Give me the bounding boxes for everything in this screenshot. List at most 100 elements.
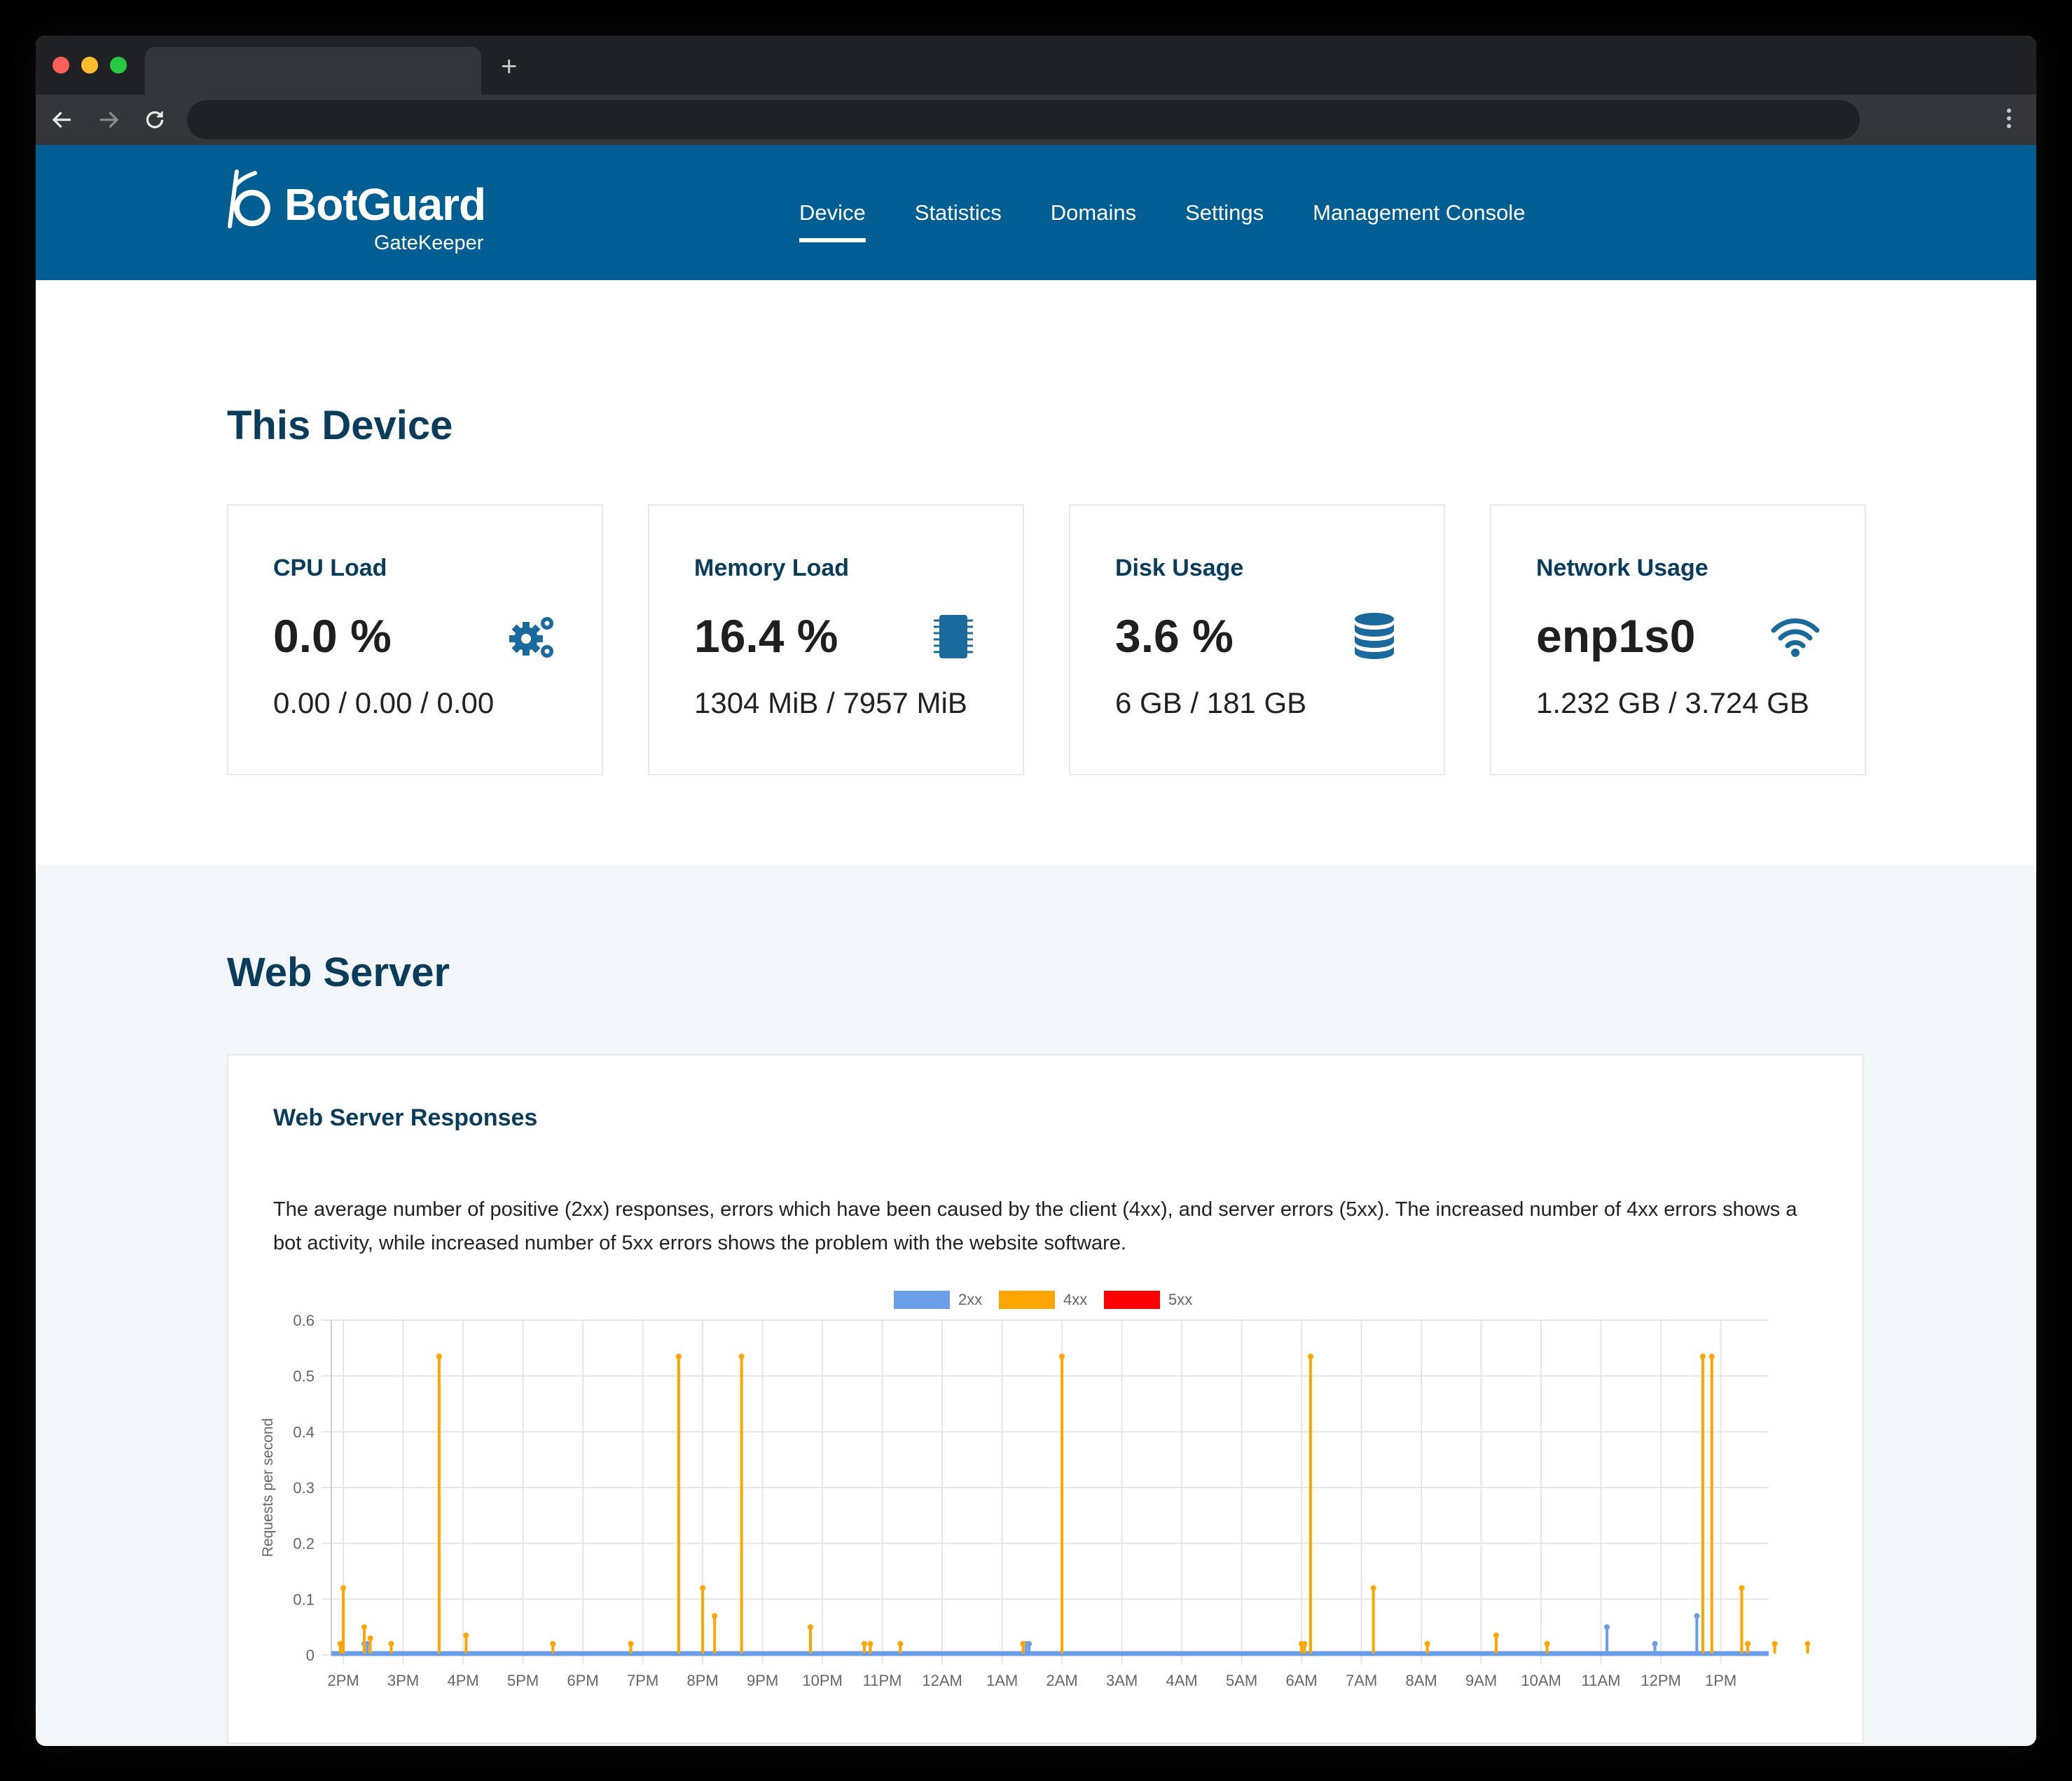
responses-chart: 0 0.1 0.2 0.3 0.4 0.5 0.6 2PM 3PM 4PM 5PM 6PM 7PM 8PM… xyxy=(260,1291,1811,1689)
series-4xx-point xyxy=(1370,1585,1376,1591)
y-tick-label: 0 xyxy=(306,1647,315,1664)
kebab-menu-icon[interactable] xyxy=(2007,109,2012,131)
forward-arrow-icon[interactable] xyxy=(96,107,121,132)
series-4xx-point xyxy=(367,1635,373,1642)
card-title: Memory Load xyxy=(694,555,850,581)
nav-management-console[interactable]: Management Console xyxy=(1313,200,1526,225)
chart-description: The average number of positive (2xx) res… xyxy=(273,1198,1797,1254)
browser-toolbar xyxy=(36,95,2036,145)
x-tick-label: 7AM xyxy=(1346,1672,1377,1689)
nav-domains[interactable]: Domains xyxy=(1050,200,1137,225)
card-title: Network Usage xyxy=(1536,555,1708,581)
chart-card-title: Web Server Responses xyxy=(273,1104,538,1131)
series-4xx-point xyxy=(361,1624,368,1630)
device-heading: This Device xyxy=(227,403,453,448)
browser-window: + BotGuard GateKeeper Device Statistics xyxy=(36,36,2036,1746)
y-tick-label: 0.6 xyxy=(293,1312,315,1329)
browser-titlebar: + xyxy=(36,36,2036,95)
card-subtext: 6 GB / 181 GB xyxy=(1115,686,1307,719)
close-window-button[interactable] xyxy=(53,57,69,74)
series-4xx-point xyxy=(388,1641,394,1647)
web-server-responses-card: Web Server Responses The average number … xyxy=(227,1054,1864,1744)
network-usage-card: Network Usage enp1s0 1.232 GB / 3.724 GB xyxy=(1490,504,1866,775)
x-tick-label: 4AM xyxy=(1166,1672,1197,1689)
card-subtext: 1304 MiB / 7957 MiB xyxy=(694,686,967,719)
y-tick-label: 0.3 xyxy=(293,1479,315,1497)
brand-product: GateKeeper xyxy=(374,232,484,254)
x-tick-label: 12PM xyxy=(1641,1672,1680,1689)
x-tick-label: 9PM xyxy=(747,1672,778,1689)
x-tick-label: 9AM xyxy=(1465,1672,1497,1689)
botguard-logo[interactable]: BotGuard GateKeeper xyxy=(227,165,493,256)
series-4xx-point xyxy=(1493,1633,1499,1639)
device-section: This Device CPU Load 0.0 % 0.00 / 0.00 /… xyxy=(36,280,2036,865)
minimize-window-button[interactable] xyxy=(81,57,98,74)
new-tab-button[interactable]: + xyxy=(501,51,518,82)
series-4xx-point xyxy=(463,1633,469,1639)
legend-swatch-2xx xyxy=(894,1291,950,1309)
legend-swatch-4xx xyxy=(999,1291,1055,1309)
series-4xx-point xyxy=(1708,1353,1715,1359)
x-tick-label: 11AM xyxy=(1582,1672,1621,1689)
x-tick-label: 8PM xyxy=(686,1672,718,1689)
x-tick-label: 6PM xyxy=(567,1672,598,1689)
series-4xx-point xyxy=(675,1353,682,1359)
app-header: BotGuard GateKeeper Device Statistics Do… xyxy=(36,145,2036,280)
maximize-window-button[interactable] xyxy=(110,57,127,74)
web-server-heading: Web Server xyxy=(227,950,450,995)
series-2xx-point xyxy=(364,1641,371,1647)
card-value: enp1s0 xyxy=(1536,610,1696,662)
series-4xx-point xyxy=(1804,1641,1811,1647)
y-tick-label: 0.2 xyxy=(293,1535,315,1553)
x-tick-label: 1PM xyxy=(1705,1672,1736,1689)
x-tick-label: 3PM xyxy=(387,1672,419,1689)
x-tick-label: 3AM xyxy=(1106,1672,1138,1689)
series-4xx-point xyxy=(1059,1353,1065,1359)
browser-tab[interactable] xyxy=(145,47,481,95)
series-4xx-point xyxy=(897,1641,904,1647)
x-tick-label: 2AM xyxy=(1046,1672,1077,1689)
cpu-load-card: CPU Load 0.0 % 0.00 / 0.00 / 0.00 xyxy=(227,504,603,775)
web-server-section: Web Server Web Server Responses The aver… xyxy=(36,865,2036,1746)
series-4xx-point xyxy=(1699,1353,1706,1359)
series-4xx-point xyxy=(1020,1641,1026,1647)
nav-settings[interactable]: Settings xyxy=(1185,200,1264,225)
address-bar[interactable] xyxy=(187,100,1860,139)
series-4xx-point xyxy=(808,1624,813,1630)
card-value: 3.6 % xyxy=(1115,610,1234,662)
legend-label-5xx: 5xx xyxy=(1168,1291,1192,1308)
card-title: CPU Load xyxy=(273,555,387,581)
nav-device[interactable]: Device xyxy=(799,145,866,280)
series-4xx-point xyxy=(1544,1641,1550,1647)
reload-icon[interactable] xyxy=(142,107,167,132)
gears-icon xyxy=(509,617,553,658)
series-4xx-point xyxy=(867,1641,873,1647)
series-4xx-point xyxy=(712,1613,718,1619)
x-tick-label: 2PM xyxy=(327,1672,359,1689)
main-nav: Device Statistics Domains Settings Manag… xyxy=(799,145,1525,280)
x-tick-label: 5AM xyxy=(1226,1672,1257,1689)
series-4xx-point xyxy=(1301,1641,1308,1647)
legend-swatch-5xx xyxy=(1104,1291,1160,1309)
memory-load-card: Memory Load 16.4 % 1304 MiB / 7957 MiB xyxy=(648,504,1024,775)
legend-label-4xx: 4xx xyxy=(1063,1291,1087,1308)
x-tick-label: 12AM xyxy=(922,1672,962,1689)
brand-name: BotGuard xyxy=(284,179,486,230)
x-tick-label: 7PM xyxy=(627,1672,658,1689)
series-4xx-point xyxy=(340,1585,347,1591)
card-value: 0.0 % xyxy=(273,610,392,662)
database-icon xyxy=(1355,613,1394,659)
series-4xx-point xyxy=(1745,1641,1751,1647)
y-tick-label: 0.4 xyxy=(293,1423,315,1441)
back-arrow-icon[interactable] xyxy=(50,107,75,132)
x-tick-label: 8AM xyxy=(1405,1672,1437,1689)
wifi-icon xyxy=(1771,618,1820,657)
x-tick-label: 11PM xyxy=(863,1672,902,1689)
series-4xx-point xyxy=(861,1641,867,1647)
nav-statistics[interactable]: Statistics xyxy=(914,200,1002,225)
series-4xx-point xyxy=(628,1641,634,1647)
x-tick-label: 5PM xyxy=(507,1672,539,1689)
card-title: Disk Usage xyxy=(1115,555,1244,581)
series-4xx-point xyxy=(550,1641,556,1647)
y-tick-label: 0.5 xyxy=(293,1368,315,1385)
